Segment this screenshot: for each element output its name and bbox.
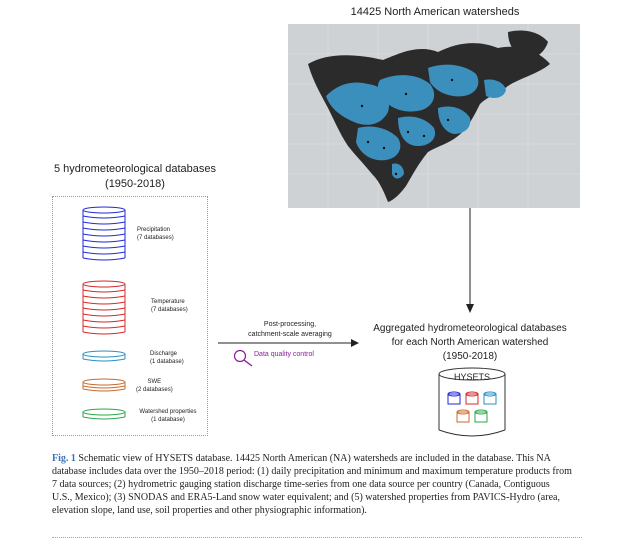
swe-count: (2 databases) <box>136 387 173 393</box>
precipitation-label: Precipitation (7 databases) <box>137 226 174 242</box>
aggregated-line1: Aggregated hydrometeorological databases <box>373 323 567 334</box>
processing-arrow <box>218 339 359 347</box>
watershed-properties-name: Watershed properties <box>139 409 197 415</box>
aggregated-title: Aggregated hydrometeorological databases… <box>360 322 580 364</box>
watershed-properties-cylinder-icon <box>82 408 126 420</box>
databases-title-line2: (1950-2018) <box>105 178 165 190</box>
discharge-count: (1 database) <box>150 359 184 365</box>
hysets-label: HYSETS <box>453 372 490 382</box>
figure-number: Fig. 1 <box>52 453 76 464</box>
swe-name: SWE <box>147 379 162 385</box>
precipitation-name: Precipitation <box>137 227 171 233</box>
temperature-label: Temperature (7 databases) <box>151 298 188 314</box>
databases-title: 5 hydrometeorological databases (1950-20… <box>40 162 230 192</box>
figure-caption-text: Schematic view of HYSETS database. 14425… <box>52 453 572 516</box>
precipitation-cylinder-icon <box>82 206 126 261</box>
discharge-label: Discharge (1 database) <box>150 350 184 366</box>
processing-line2: catchment-scale averaging <box>248 331 332 338</box>
data-quality-control-label: Data quality control <box>254 351 314 358</box>
precipitation-count: (7 databases) <box>137 235 174 241</box>
watershed-properties-count: (1 database) <box>151 417 185 423</box>
processing-line1: Post-processing, <box>263 321 317 328</box>
discharge-cylinder-icon <box>82 350 126 362</box>
databases-box <box>52 196 208 436</box>
databases-title-line1: 5 hydrometeorological databases <box>53 163 217 175</box>
magnifier-icon <box>233 349 253 367</box>
aggregated-line2: for each North American watershed <box>391 337 549 348</box>
swe-cylinder-icon <box>82 378 126 392</box>
caption-divider <box>52 537 582 538</box>
figure-caption: Fig. 1 Schematic view of HYSETS database… <box>52 452 572 517</box>
temperature-name: Temperature <box>151 299 185 305</box>
processing-label: Post-processing, catchment-scale averagi… <box>236 320 344 340</box>
hysets-cylinder-icon <box>438 367 506 437</box>
north-america-watershed-map <box>288 24 580 208</box>
map-title: 14425 North American watersheds <box>350 6 520 18</box>
aggregated-line3: (1950-2018) <box>442 351 498 362</box>
swe-label: SWE (2 databases) <box>136 378 173 394</box>
watershed-properties-label: Watershed properties (1 database) <box>132 408 204 424</box>
discharge-name: Discharge <box>150 351 178 357</box>
map-to-aggregated-arrow <box>466 208 474 313</box>
temperature-cylinder-icon <box>82 280 126 335</box>
temperature-count: (7 databases) <box>151 307 188 313</box>
